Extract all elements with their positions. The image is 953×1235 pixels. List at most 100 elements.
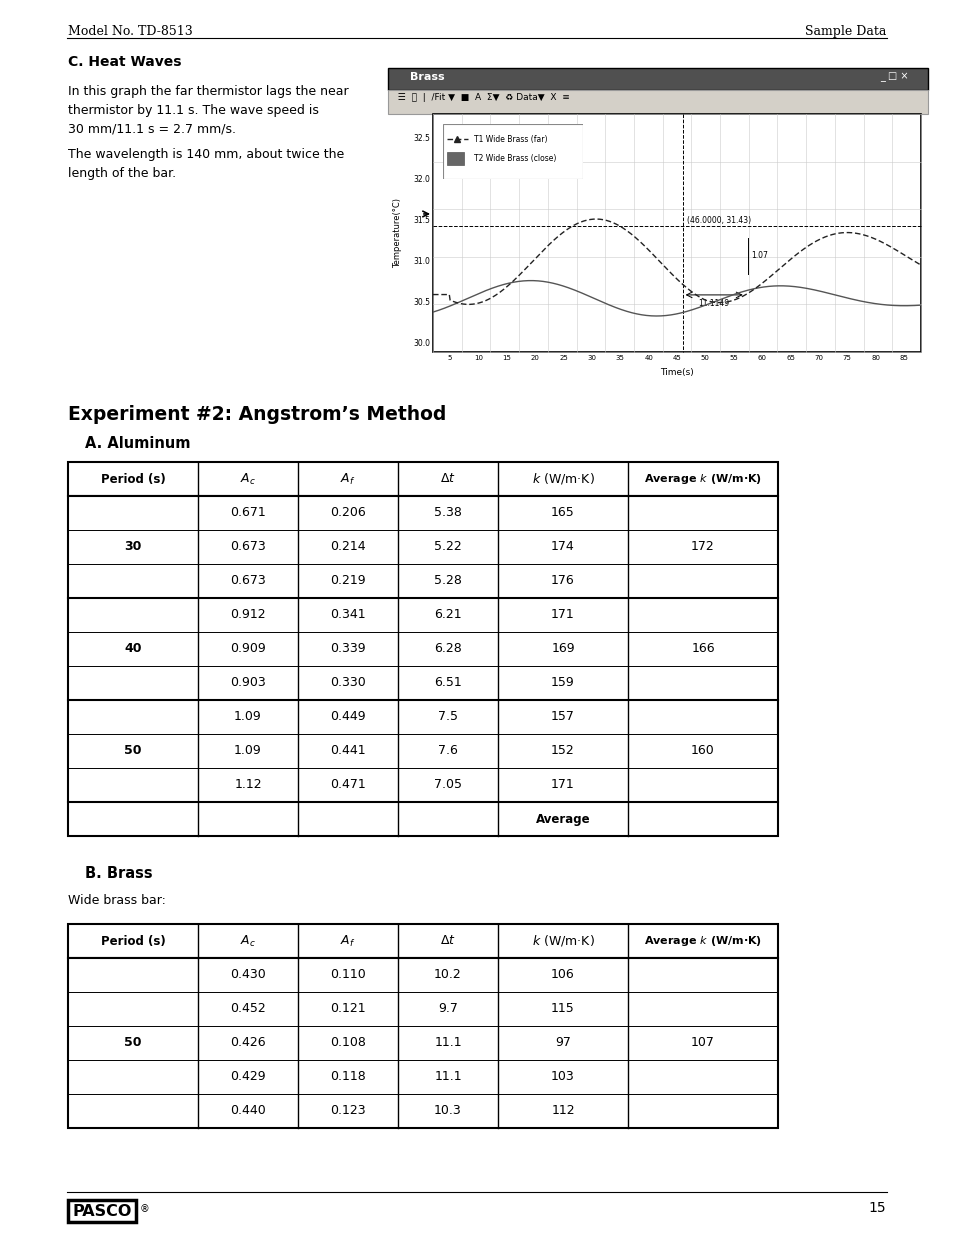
Text: 7.05: 7.05: [434, 778, 461, 792]
Text: 6.21: 6.21: [434, 609, 461, 621]
Text: 10.2: 10.2: [434, 968, 461, 982]
FancyBboxPatch shape: [68, 1200, 136, 1221]
Text: 60: 60: [757, 354, 766, 361]
Text: Model No. TD-8513: Model No. TD-8513: [68, 25, 193, 38]
Text: 65: 65: [785, 354, 794, 361]
Text: 30: 30: [124, 541, 142, 553]
Text: 97: 97: [555, 1036, 570, 1050]
Text: PASCO: PASCO: [72, 1203, 132, 1219]
Text: C. Heat Waves: C. Heat Waves: [68, 56, 181, 69]
Text: 103: 103: [551, 1071, 575, 1083]
Text: 0.219: 0.219: [330, 574, 365, 588]
Text: 10: 10: [474, 354, 482, 361]
Text: 50: 50: [124, 1036, 142, 1050]
Text: 0.214: 0.214: [330, 541, 365, 553]
Text: 0.452: 0.452: [230, 1003, 266, 1015]
Text: 30.0: 30.0: [413, 340, 430, 348]
Text: 0.429: 0.429: [230, 1071, 266, 1083]
Text: $k$ (W/m·K): $k$ (W/m·K): [531, 934, 594, 948]
Text: 40: 40: [643, 354, 653, 361]
Text: 5.38: 5.38: [434, 506, 461, 520]
Text: 9.7: 9.7: [437, 1003, 457, 1015]
Text: 152: 152: [551, 745, 575, 757]
Text: $A_c$: $A_c$: [240, 934, 255, 948]
Text: 0.430: 0.430: [230, 968, 266, 982]
Text: T2 Wide Brass (close): T2 Wide Brass (close): [474, 153, 556, 163]
Text: 50: 50: [700, 354, 709, 361]
Text: 31.5: 31.5: [413, 216, 430, 225]
Text: 11.1: 11.1: [434, 1071, 461, 1083]
Text: 1.12: 1.12: [233, 778, 261, 792]
Text: 1.09: 1.09: [233, 710, 262, 724]
Text: 0.903: 0.903: [230, 677, 266, 689]
Text: Experiment #2: Angstrom’s Method: Experiment #2: Angstrom’s Method: [68, 405, 446, 424]
Text: 171: 171: [551, 609, 575, 621]
Text: 75: 75: [841, 354, 851, 361]
Text: 25: 25: [558, 354, 567, 361]
Text: Average $k$ (W/m·K): Average $k$ (W/m·K): [643, 934, 761, 948]
Text: 0.426: 0.426: [230, 1036, 266, 1050]
Text: 0.341: 0.341: [330, 609, 365, 621]
Text: 0.673: 0.673: [230, 541, 266, 553]
Text: 10.3: 10.3: [434, 1104, 461, 1118]
Text: 176: 176: [551, 574, 575, 588]
Text: 166: 166: [691, 642, 714, 656]
Text: Period (s): Period (s): [100, 473, 165, 485]
Text: 11.1: 11.1: [434, 1036, 461, 1050]
Text: 165: 165: [551, 506, 575, 520]
Text: Period (s): Period (s): [100, 935, 165, 947]
Text: 55: 55: [729, 354, 738, 361]
Text: 32.0: 32.0: [413, 175, 430, 184]
Text: Wide brass bar:: Wide brass bar:: [68, 894, 166, 906]
Text: 0.471: 0.471: [330, 778, 366, 792]
Text: $A_f$: $A_f$: [340, 934, 355, 948]
Text: T1 Wide Brass (far): T1 Wide Brass (far): [474, 135, 547, 144]
Text: 45: 45: [672, 354, 680, 361]
Text: 0.912: 0.912: [230, 609, 266, 621]
Text: 40: 40: [124, 642, 142, 656]
Text: 0.118: 0.118: [330, 1071, 366, 1083]
Text: Average: Average: [536, 813, 590, 825]
Text: _ □ ×: _ □ ×: [879, 72, 907, 82]
Text: 0.330: 0.330: [330, 677, 366, 689]
FancyBboxPatch shape: [68, 462, 778, 496]
Text: In this graph the far thermistor lags the near
thermistor by 11.1 s. The wave sp: In this graph the far thermistor lags th…: [68, 85, 348, 136]
Text: 80: 80: [870, 354, 880, 361]
Text: $A_c$: $A_c$: [240, 472, 255, 487]
Text: 169: 169: [551, 642, 575, 656]
Text: 30: 30: [587, 354, 596, 361]
Text: ®: ®: [140, 1204, 150, 1214]
Text: 115: 115: [551, 1003, 575, 1015]
Text: 5.28: 5.28: [434, 574, 461, 588]
FancyBboxPatch shape: [433, 114, 920, 352]
Text: (46.0000, 31.43): (46.0000, 31.43): [686, 216, 750, 226]
Text: 0.673: 0.673: [230, 574, 266, 588]
Text: 1.07: 1.07: [751, 252, 768, 261]
FancyBboxPatch shape: [388, 90, 927, 114]
FancyBboxPatch shape: [388, 68, 927, 90]
Text: 0.123: 0.123: [330, 1104, 365, 1118]
Text: 85: 85: [899, 354, 907, 361]
FancyBboxPatch shape: [68, 924, 778, 958]
Text: 160: 160: [690, 745, 714, 757]
Text: A. Aluminum: A. Aluminum: [85, 436, 191, 451]
Text: 32.5: 32.5: [413, 135, 430, 143]
Text: Average $k$ (W/m·K): Average $k$ (W/m·K): [643, 472, 761, 487]
FancyBboxPatch shape: [447, 152, 463, 165]
Text: 0.440: 0.440: [230, 1104, 266, 1118]
Text: 172: 172: [690, 541, 714, 553]
Text: 15: 15: [867, 1200, 885, 1215]
Text: Sample Data: Sample Data: [803, 25, 885, 38]
Text: $k$ (W/m·K): $k$ (W/m·K): [531, 472, 594, 487]
FancyBboxPatch shape: [68, 958, 778, 1128]
Text: $\Delta t$: $\Delta t$: [439, 473, 456, 485]
FancyBboxPatch shape: [442, 124, 582, 179]
Text: The wavelength is 140 mm, about twice the
length of the bar.: The wavelength is 140 mm, about twice th…: [68, 148, 344, 180]
Text: 0.110: 0.110: [330, 968, 366, 982]
Text: Brass: Brass: [410, 72, 444, 82]
Text: 159: 159: [551, 677, 575, 689]
Text: 106: 106: [551, 968, 575, 982]
Text: Temperature(°C): Temperature(°C): [393, 198, 402, 268]
Text: 0.339: 0.339: [330, 642, 365, 656]
Text: 174: 174: [551, 541, 575, 553]
